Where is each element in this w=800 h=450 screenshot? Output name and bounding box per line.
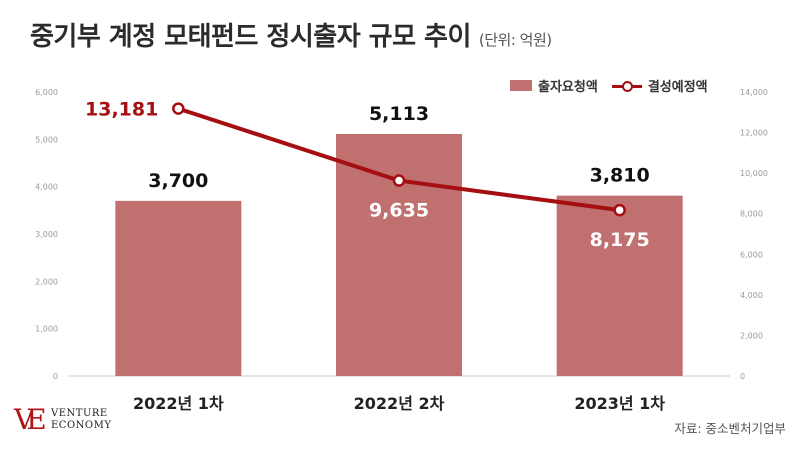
logo-line1: VENTURE [51,408,108,419]
legend: 출자요청액 결성예정액 [510,76,708,95]
x-category-label: 2022년 2차 [354,394,445,413]
bar [336,133,462,376]
line-value-label: 13,181 [85,99,158,121]
right-axis-tick: 12,000 [740,129,768,138]
right-axis-tick: 14,000 [740,88,768,97]
logo-mark: VE [14,403,47,436]
left-axis-tick: 2,000 [35,277,58,286]
left-axis-tick: 1,000 [35,325,58,334]
right-axis-tick: 10,000 [740,169,768,178]
bar-value-label: 3,810 [590,165,650,187]
venture-economy-logo: VE VENTURE ECONOMY [14,404,111,436]
unit-label: (단위: 억원) [478,31,552,49]
line-point [392,174,406,187]
bar [556,195,683,376]
line-value-label: 8,175 [590,229,650,251]
line-point [172,102,185,115]
title-text: 중기부 계정 모태펀드 정시출자 규모 추이 [30,22,471,52]
logo-line2: ECONOMY [51,420,112,431]
right-axis-tick: 4,000 [740,291,763,300]
right-axis-tick: 0 [740,372,745,381]
legend-bar-swatch [510,80,532,91]
legend-bar-label: 출자요청액 [538,80,598,95]
chart-title: 중기부 계정 모태펀드 정시출자 규모 추이 (단위: 억원) [30,16,552,53]
right-axis-tick: 6,000 [740,250,763,259]
x-category-label: 2022년 1차 [133,394,224,413]
left-axis-tick: 3,000 [35,230,58,239]
line-value-label: 9,635 [369,200,429,222]
legend-item-line: 결성예정액 [611,76,708,95]
legend-line-swatch [611,80,642,92]
left-axis-tick: 6,000 [35,88,58,97]
bar-value-label: 5,113 [369,103,429,125]
left-axis-tick: 5,000 [35,135,58,144]
source-note: 자료: 중소벤처기업부 [674,421,786,436]
bar [115,200,242,376]
line-point [613,203,626,217]
left-axis-tick: 4,000 [35,183,58,192]
legend-line-label: 결성예정액 [647,80,708,95]
right-axis-tick: 2,000 [740,331,763,340]
logo-text: VENTURE ECONOMY [51,408,111,432]
bar-value-label: 3,700 [148,170,208,192]
left-axis-tick: 0 [53,372,58,381]
legend-item-bar: 출자요청액 [510,76,598,95]
right-axis-tick: 8,000 [740,210,763,219]
x-category-label: 2023년 1차 [574,394,665,413]
